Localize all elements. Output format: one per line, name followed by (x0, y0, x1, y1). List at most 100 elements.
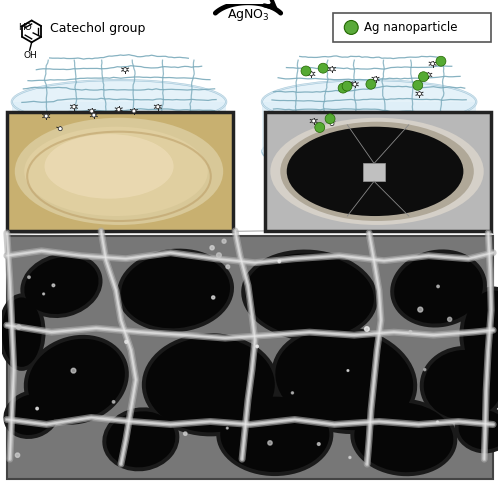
Ellipse shape (102, 408, 180, 471)
FancyBboxPatch shape (7, 112, 233, 231)
Circle shape (292, 392, 294, 394)
Ellipse shape (12, 130, 226, 173)
Circle shape (222, 239, 226, 243)
Circle shape (52, 284, 54, 287)
Circle shape (413, 80, 422, 90)
Circle shape (226, 265, 230, 269)
Ellipse shape (420, 346, 500, 424)
Circle shape (353, 82, 356, 86)
Ellipse shape (350, 398, 458, 476)
Ellipse shape (146, 337, 275, 432)
Ellipse shape (276, 330, 413, 430)
Ellipse shape (24, 335, 129, 425)
Circle shape (342, 81, 352, 91)
Circle shape (44, 114, 48, 118)
Circle shape (310, 72, 314, 76)
Circle shape (430, 61, 434, 66)
Ellipse shape (2, 297, 42, 367)
Text: AgNO$_3$: AgNO$_3$ (226, 7, 270, 23)
Circle shape (184, 432, 187, 436)
Ellipse shape (106, 411, 176, 468)
Circle shape (278, 260, 280, 263)
Circle shape (436, 56, 446, 66)
Circle shape (72, 105, 76, 109)
FancyBboxPatch shape (334, 13, 491, 42)
Circle shape (216, 253, 222, 257)
Circle shape (437, 285, 440, 287)
Circle shape (364, 327, 369, 332)
Circle shape (448, 318, 452, 321)
Circle shape (42, 293, 44, 295)
Circle shape (418, 72, 428, 82)
Text: OH: OH (24, 51, 38, 60)
Circle shape (212, 296, 215, 299)
Ellipse shape (272, 326, 417, 434)
Circle shape (92, 113, 96, 117)
Circle shape (349, 456, 351, 458)
FancyBboxPatch shape (363, 164, 385, 182)
Ellipse shape (8, 394, 56, 435)
FancyBboxPatch shape (262, 102, 476, 151)
Circle shape (409, 331, 412, 333)
Circle shape (123, 68, 127, 72)
Text: Catechol group: Catechol group (50, 22, 145, 35)
Circle shape (71, 368, 76, 373)
Circle shape (125, 340, 128, 343)
Ellipse shape (4, 390, 60, 439)
Circle shape (166, 140, 170, 144)
Ellipse shape (354, 403, 454, 472)
FancyBboxPatch shape (265, 112, 491, 231)
Ellipse shape (270, 118, 484, 225)
Ellipse shape (460, 287, 500, 384)
Ellipse shape (458, 409, 500, 450)
Text: HO: HO (18, 23, 32, 32)
Ellipse shape (15, 118, 223, 225)
Circle shape (116, 107, 120, 111)
Circle shape (90, 109, 94, 113)
Ellipse shape (216, 393, 334, 476)
Circle shape (418, 92, 422, 96)
Ellipse shape (286, 127, 464, 216)
Circle shape (318, 63, 328, 73)
Ellipse shape (394, 254, 483, 324)
Circle shape (374, 77, 378, 81)
Ellipse shape (390, 249, 487, 328)
Circle shape (226, 427, 228, 429)
Circle shape (426, 73, 430, 77)
Circle shape (347, 370, 349, 371)
Ellipse shape (0, 293, 46, 371)
Circle shape (58, 127, 62, 131)
Circle shape (347, 81, 351, 86)
Circle shape (325, 114, 335, 124)
Ellipse shape (142, 333, 279, 437)
Circle shape (132, 109, 136, 113)
Ellipse shape (12, 80, 226, 124)
Ellipse shape (241, 250, 378, 341)
Ellipse shape (262, 130, 476, 173)
Ellipse shape (24, 257, 99, 314)
Circle shape (318, 443, 320, 445)
Ellipse shape (245, 254, 374, 337)
Text: Ag nanoparticle: Ag nanoparticle (364, 21, 458, 34)
Ellipse shape (20, 253, 102, 318)
Circle shape (424, 369, 426, 371)
Ellipse shape (44, 134, 174, 198)
Circle shape (36, 408, 38, 410)
Ellipse shape (24, 127, 208, 216)
Circle shape (338, 83, 348, 93)
FancyBboxPatch shape (7, 236, 493, 479)
Circle shape (301, 66, 311, 76)
Circle shape (16, 453, 20, 457)
Circle shape (256, 345, 258, 348)
Circle shape (16, 325, 21, 329)
Ellipse shape (464, 290, 500, 380)
Circle shape (418, 307, 423, 312)
Circle shape (210, 246, 214, 250)
Circle shape (312, 119, 316, 123)
Circle shape (315, 122, 324, 133)
Circle shape (366, 79, 376, 89)
Circle shape (330, 67, 334, 71)
Circle shape (112, 401, 115, 403)
Ellipse shape (28, 339, 125, 421)
Ellipse shape (121, 253, 230, 328)
